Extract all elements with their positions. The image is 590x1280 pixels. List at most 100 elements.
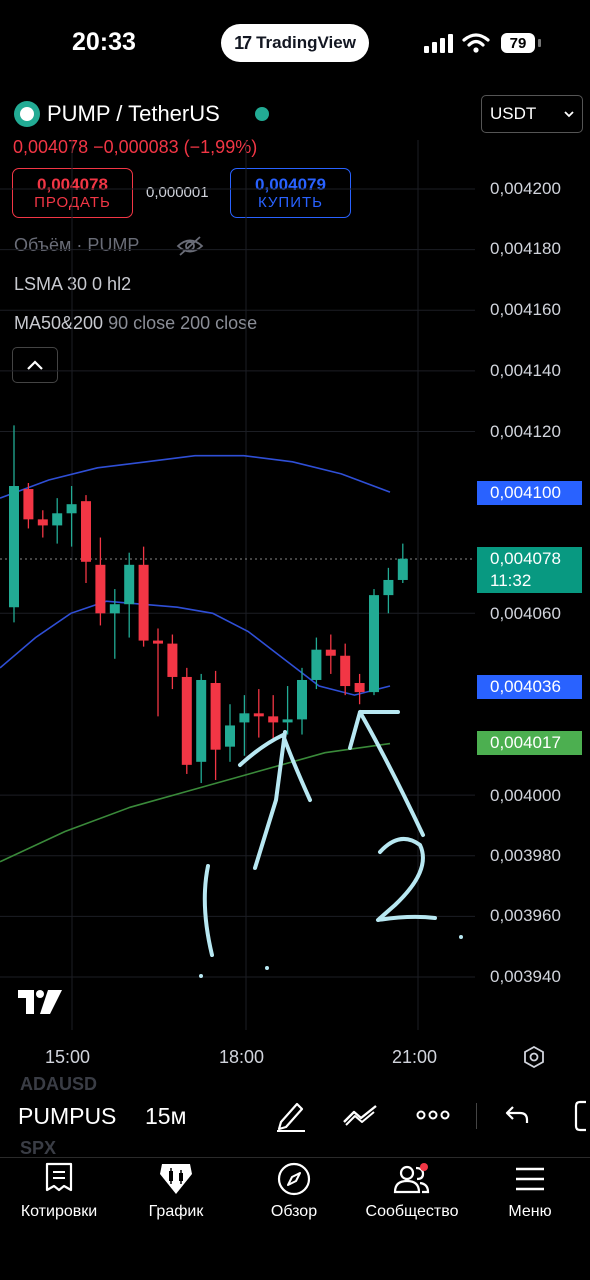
- candle-body: [340, 655, 351, 687]
- candle-body: [153, 640, 163, 644]
- candle: [138, 546, 149, 647]
- candle-body: [81, 501, 91, 562]
- toolbar-divider: [476, 1103, 477, 1129]
- candle-body: [354, 683, 365, 693]
- symbol-switcher[interactable]: PUMPUS: [18, 1103, 117, 1129]
- candle: [369, 589, 379, 696]
- nav-overview[interactable]: Обзор: [239, 1162, 349, 1221]
- candle-body: [268, 716, 279, 723]
- indicators-icon[interactable]: [342, 1104, 378, 1126]
- candle-body: [225, 725, 235, 747]
- candle: [225, 704, 235, 762]
- coin-logo-icon[interactable]: [14, 101, 40, 127]
- candle: [37, 510, 48, 538]
- candle: [311, 637, 322, 690]
- ma200-price-badge: 0,004017: [477, 731, 582, 755]
- market-open-indicator: [255, 107, 269, 121]
- status-time: 20:33: [72, 28, 136, 56]
- arrow-1-drawing: [238, 730, 312, 870]
- moving-average-lines: [0, 454, 391, 863]
- candle-body: [239, 713, 250, 723]
- candle: [383, 567, 394, 614]
- handwritten-annotations: [199, 710, 463, 978]
- candle-body: [109, 604, 120, 614]
- digit-1-drawing: [202, 864, 214, 957]
- battery-tip: [538, 39, 541, 47]
- currency-value: USDT: [490, 104, 537, 123]
- price-tick: 0,004200: [490, 179, 561, 198]
- lsma-line: [0, 600, 391, 696]
- time-tick: 15:00: [45, 1047, 91, 1067]
- ma50-line: [0, 454, 391, 499]
- candle: [109, 589, 120, 659]
- candle-body: [167, 643, 178, 677]
- candle-body: [383, 579, 394, 596]
- study-lsma-label[interactable]: LSMA 30 0 hl2: [14, 274, 132, 294]
- nav-menu[interactable]: Меню: [475, 1162, 585, 1221]
- candle: [167, 634, 178, 690]
- candle-body: [9, 486, 19, 608]
- tradingview-logo-icon: 17: [234, 32, 252, 53]
- menu-icon: [516, 1167, 544, 1191]
- notification-dot: [420, 1163, 428, 1171]
- arrow-2-drawing: [348, 710, 425, 837]
- candle: [268, 695, 279, 741]
- undo-icon[interactable]: [505, 1105, 529, 1125]
- draw-pen-icon[interactable]: [275, 1098, 307, 1132]
- chart-icon: [160, 1164, 192, 1194]
- candle: [282, 686, 293, 735]
- battery-icon: 79: [501, 33, 535, 53]
- study-ma-name: MA50&200: [14, 313, 104, 333]
- collapse-studies-button[interactable]: [12, 347, 58, 383]
- candle: [196, 673, 207, 784]
- candle-body: [23, 489, 34, 520]
- nav-chart-label: График: [148, 1203, 204, 1220]
- wifi-icon: [462, 33, 490, 53]
- candle: [354, 673, 365, 705]
- price-tick: 0,004060: [490, 604, 561, 623]
- candle-body: [66, 504, 77, 514]
- currency-select[interactable]: USDT: [481, 95, 583, 133]
- symbol-title[interactable]: PUMP / TetherUS: [47, 101, 220, 126]
- nav-quotes[interactable]: Котировки: [4, 1162, 114, 1221]
- price-tick: 0,004120: [490, 422, 561, 441]
- study-ma-label[interactable]: MA50&200 90 close 200 close: [14, 313, 257, 334]
- nav-community-label: Сообщество: [365, 1203, 459, 1220]
- price-chart[interactable]: [0, 140, 475, 1040]
- current-price-badge: 0,004078 11:32: [477, 547, 582, 593]
- time-tick: 18:00: [219, 1047, 265, 1067]
- buy-label: КУПИТЬ: [257, 194, 323, 212]
- candles: [9, 425, 408, 784]
- chart-settings-icon[interactable]: [523, 1046, 545, 1068]
- tradingview-pill[interactable]: 17 TradingView: [221, 24, 369, 62]
- battery-level: 79: [509, 34, 527, 52]
- nav-chart[interactable]: График: [121, 1162, 231, 1221]
- time-tick: 21:00: [392, 1047, 438, 1067]
- candle: [9, 425, 19, 623]
- candle: [66, 486, 77, 547]
- ma50-price-badge: 0,004100: [477, 481, 582, 505]
- price-tick: 0,003980: [490, 846, 561, 865]
- chevron-up-icon: [27, 359, 43, 370]
- candle: [210, 670, 221, 780]
- candle: [340, 643, 351, 696]
- candle: [397, 543, 408, 583]
- quotes-icon: [45, 1162, 73, 1192]
- more-icon[interactable]: [416, 1110, 450, 1120]
- chart-grid: [0, 140, 475, 1030]
- fullscreen-icon[interactable]: [574, 1100, 590, 1132]
- nav-menu-label: Меню: [508, 1203, 552, 1220]
- nav-community[interactable]: Сообщество: [357, 1162, 467, 1221]
- current-price-value: 0,004078: [490, 549, 561, 568]
- candle-body: [181, 676, 192, 765]
- community-icon: [393, 1163, 430, 1194]
- price-tick: 0,004000: [490, 786, 561, 805]
- tradingview-pill-label: TradingView: [256, 33, 356, 52]
- candle: [239, 695, 250, 756]
- tradingview-watermark-icon: [18, 990, 62, 1014]
- candle-body: [124, 564, 135, 605]
- interval-switcher[interactable]: 15м: [145, 1103, 187, 1129]
- ghost-symbol-below: SPX: [20, 1138, 57, 1158]
- candle-body: [253, 713, 264, 717]
- candle: [23, 482, 34, 529]
